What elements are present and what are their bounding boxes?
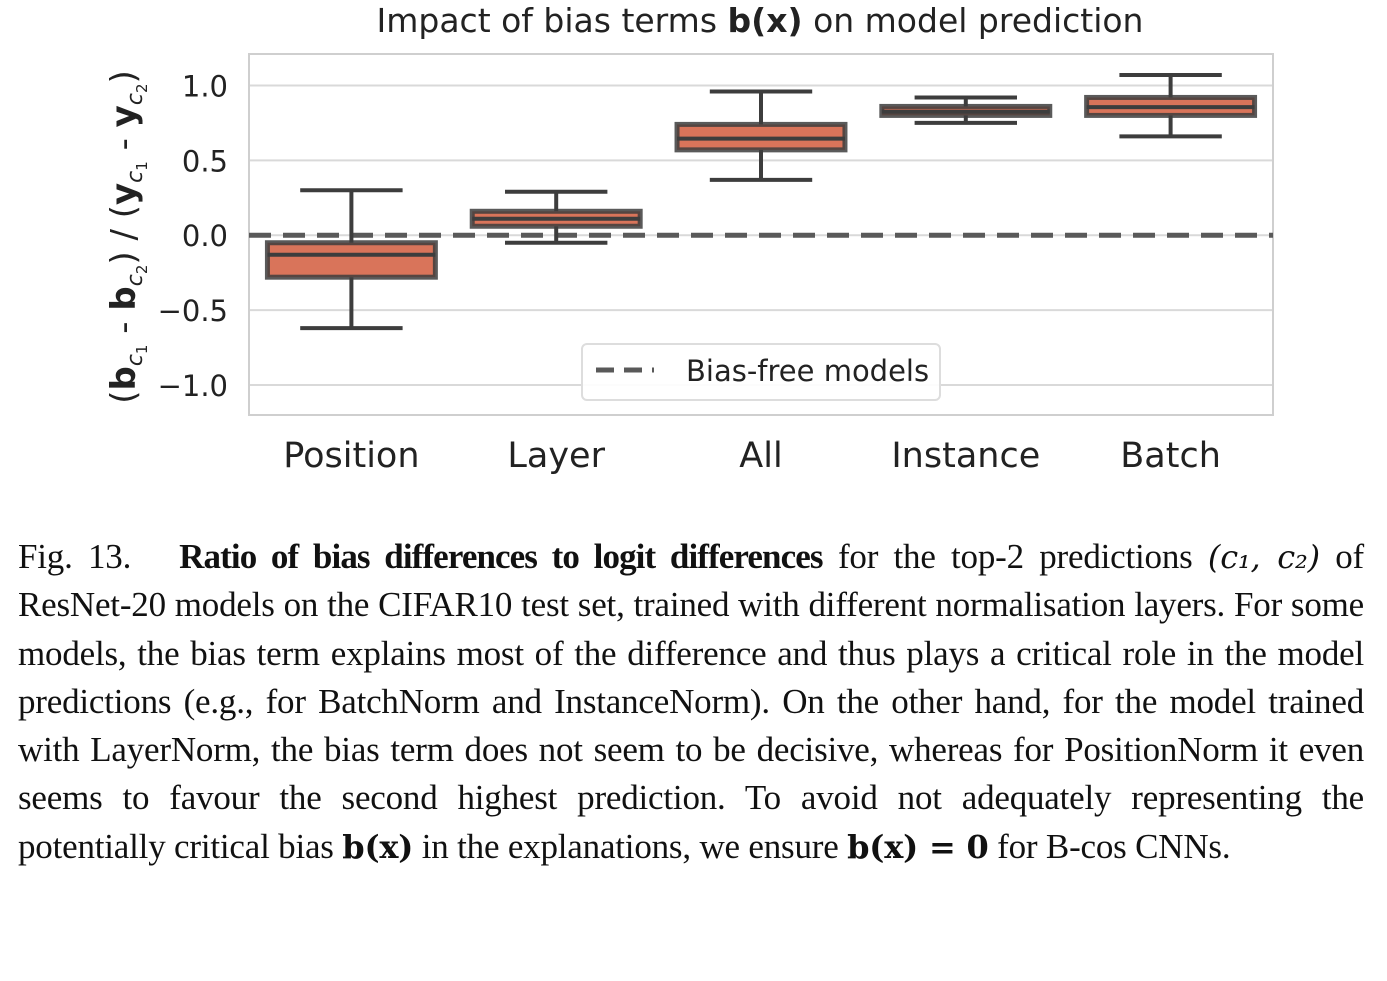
box-all bbox=[674, 89, 848, 182]
box-position bbox=[264, 188, 438, 331]
caption-math-bx-equals-zero: b(x) = 0 bbox=[847, 827, 989, 866]
x-tick-label: Position bbox=[283, 436, 419, 476]
caption-figure-label: Fig. 13. bbox=[18, 537, 132, 576]
y-tick-label: −1.0 bbox=[158, 369, 228, 403]
legend-label: Bias-free models bbox=[686, 354, 929, 388]
x-tick-labels: Position Layer All Instance Batch bbox=[283, 436, 1221, 476]
figure-caption: Fig. 13. Ratio of bias differences to log… bbox=[18, 533, 1364, 871]
caption-text-4: for B-cos CNNs. bbox=[988, 826, 1231, 866]
chart-figure: Impact of bias terms b(x) on model predi… bbox=[104, 1, 1274, 476]
boxes-group bbox=[264, 72, 1258, 331]
legend-box bbox=[581, 343, 941, 401]
x-tick-label: Instance bbox=[891, 436, 1040, 476]
box-iqr bbox=[264, 240, 438, 280]
caption-text-2: of ResNet-20 models on the CIFAR10 test … bbox=[18, 537, 1365, 866]
caption-math-bx: b(x) bbox=[342, 827, 414, 866]
chart-title: Impact of bias terms b(x) on model predi… bbox=[377, 1, 1144, 40]
legend: Bias-free models bbox=[581, 343, 941, 401]
caption-bold-title: Ratio of bias differences to logit diffe… bbox=[179, 537, 823, 576]
y-tick-label: 0.0 bbox=[182, 219, 228, 253]
chart-title-prefix: Impact of bias terms bbox=[377, 1, 728, 40]
y-tick-label: 1.0 bbox=[182, 69, 228, 103]
caption-text-1: for the top-2 predictions bbox=[822, 537, 1208, 576]
chart-title-bold: b(x) bbox=[728, 1, 803, 40]
y-tick-label: −0.5 bbox=[158, 294, 228, 328]
chart-title-suffix: on model prediction bbox=[803, 1, 1144, 40]
x-tick-label: Layer bbox=[507, 436, 605, 476]
box-layer bbox=[469, 189, 643, 245]
y-axis-label: (bc1 - bc2) / (yc1 - yc2) bbox=[104, 70, 151, 404]
caption-math-c1c2: (c₁, c₂) bbox=[1207, 538, 1320, 576]
box-batch bbox=[1084, 72, 1258, 139]
caption-text-3: in the explanations, we ensure bbox=[413, 826, 848, 866]
x-tick-label: All bbox=[739, 436, 782, 476]
box-plot-chart: Impact of bias terms b(x) on model predi… bbox=[104, 1, 1274, 476]
y-tick-labels: 1.0 0.5 0.0 −0.5 −1.0 bbox=[158, 69, 228, 403]
x-tick-label: Batch bbox=[1120, 436, 1221, 476]
y-tick-label: 0.5 bbox=[182, 144, 228, 178]
box-instance bbox=[879, 95, 1053, 125]
